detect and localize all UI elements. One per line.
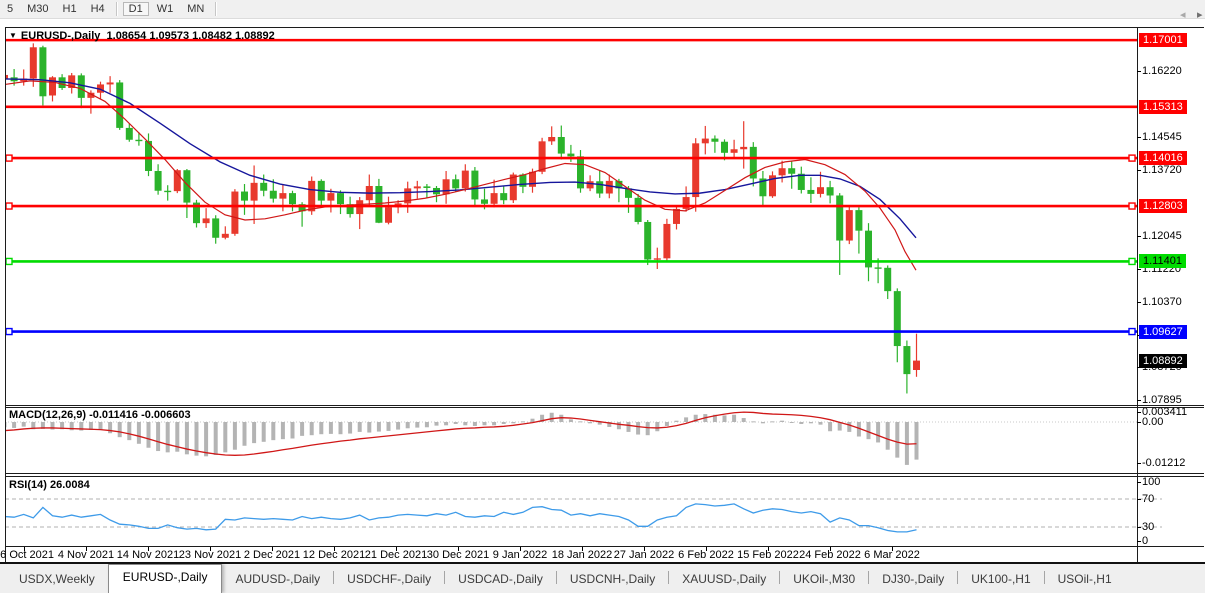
timeframe-button-d1[interactable]: D1 [122, 2, 149, 16]
tab-usoil-h1[interactable]: USOil-,H1 [1057, 572, 1112, 586]
ohlc-high: 1.09573 [149, 30, 190, 42]
tab-scroll-right-icon[interactable]: ▸ [1197, 9, 1203, 21]
macd-signal-line [5, 411, 917, 456]
tab-separator [668, 571, 670, 584]
rsi-panel-bottom-border [5, 546, 1204, 547]
candlesticks[interactable] [1, 43, 920, 394]
tab-separator [868, 571, 870, 584]
tab-separator [555, 571, 557, 584]
price-panel-bottom-border[interactable] [5, 405, 1204, 406]
timeframe-button-h4[interactable]: H4 [90, 3, 105, 15]
ma-slow-line [5, 78, 917, 239]
ohlc-open: 1.08654 [106, 30, 147, 42]
tab-scroll-left-icon[interactable]: ◂ [1180, 9, 1186, 21]
chart-tabs: USDX,Weekly EURUSD-,Daily AUDUSD-,Daily USD… [6, 564, 1125, 593]
timeframe-toolbar: 5 M30 H1 H4 D1 W1 MN [0, 0, 1205, 19]
timeframe-button-h1[interactable]: H1 [62, 3, 77, 15]
chart-left-border [5, 27, 6, 562]
horizontal-line-1.11401[interactable] [5, 257, 1137, 266]
rsi-panel-top-border [5, 476, 1204, 477]
tab-uk100-h1[interactable]: UK100-,H1 [971, 572, 1031, 586]
tab-usdcnh-daily[interactable]: USDCNH-,Daily [569, 572, 656, 586]
tab-audusd-daily[interactable]: AUDUSD-,Daily [235, 572, 321, 586]
ma-fast-line [5, 80, 917, 271]
symbol-dropdown-icon[interactable]: ▼ [9, 31, 17, 40]
tab-separator [779, 571, 781, 584]
timeframe-button-5[interactable]: 5 [7, 3, 14, 15]
price-axis-divider [1137, 27, 1138, 562]
macd-panel-bottom-border[interactable] [5, 473, 1204, 474]
horizontal-line-1.09627[interactable] [5, 327, 1137, 336]
timeframe-button-m30[interactable]: M30 [27, 3, 49, 15]
tab-usdchf-daily[interactable]: USDCHF-,Daily [347, 572, 432, 586]
toolbar-separator [115, 2, 118, 16]
window-bottom-frame [0, 562, 1205, 564]
tab-dj30-daily[interactable]: DJ30-,Daily [882, 572, 945, 586]
tab-separator [957, 571, 959, 584]
chart-tab-bar: USDX,Weekly EURUSD-,Daily AUDUSD-,Daily USD… [0, 564, 1205, 593]
tab-ukoil-m30[interactable]: UKOil-,M30 [793, 572, 856, 586]
ohlc-low: 1.08482 [192, 30, 232, 42]
timeframe-button-mn[interactable]: MN [187, 3, 205, 15]
rsi-indicator-label: RSI(14) 26.0084 [9, 479, 90, 491]
chart-panel-top-border [5, 27, 1204, 28]
macd-panel-top-border [5, 407, 1204, 408]
tab-usdcad-daily[interactable]: USDCAD-,Daily [458, 572, 543, 586]
symbol-name: EURUSD-,Daily [20, 30, 101, 42]
tab-separator [333, 571, 335, 584]
horizontal-line-1.14016[interactable] [5, 154, 1137, 162]
ohlc-close: 1.08892 [235, 30, 275, 42]
macd-indicator-label: MACD(12,26,9) -0.011416 -0.006603 [9, 409, 191, 421]
tab-separator [1043, 571, 1045, 584]
rsi-line [5, 503, 917, 533]
toolbar-separator [215, 2, 218, 16]
macd-histogram [5, 412, 919, 465]
timeframe-button-w1[interactable]: W1 [156, 3, 174, 15]
tab-usdx-weekly[interactable]: USDX,Weekly [19, 572, 95, 586]
chart-symbol-title: ▼ EURUSD-,Daily 1.08654 1.09573 1.08482 1… [9, 30, 275, 42]
horizontal-line-1.12803[interactable] [5, 202, 1137, 210]
tab-eurusd-daily[interactable]: EURUSD-,Daily [107, 564, 223, 593]
tab-separator [444, 571, 446, 584]
tab-xauusd-daily[interactable]: XAUUSD-,Daily [682, 572, 767, 586]
